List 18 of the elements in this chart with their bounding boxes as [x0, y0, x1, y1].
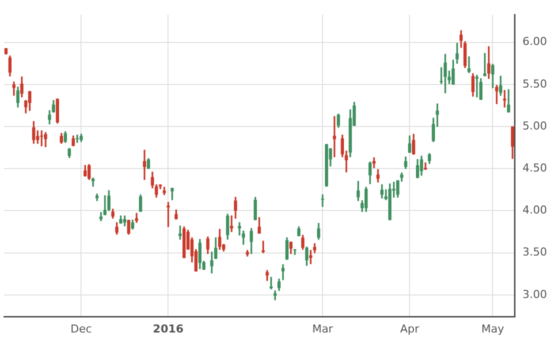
- candlestick: [142, 150, 146, 180]
- candlestick: [467, 56, 471, 74]
- candlestick: [372, 157, 376, 168]
- y-tick-label: 5.00: [522, 119, 548, 132]
- y-tick-label: 4.50: [522, 162, 548, 175]
- y-tick-label: 4.00: [522, 204, 548, 217]
- y-tick-label: 5.50: [522, 77, 548, 90]
- y-tick-label: 3.00: [522, 288, 548, 301]
- candlestick: [230, 215, 234, 232]
- x-tick-label: Mar: [312, 322, 334, 336]
- x-tick-label: Apr: [400, 322, 420, 336]
- candlestick: [238, 222, 242, 236]
- y-tick-label: 6.00: [522, 35, 548, 48]
- candlestick: [281, 264, 285, 280]
- x-tick-label: Dec: [70, 322, 92, 336]
- x-tick-label: May: [481, 322, 505, 336]
- x-tick-label: 2016: [152, 322, 184, 336]
- y-tick-label: 3.50: [522, 246, 548, 259]
